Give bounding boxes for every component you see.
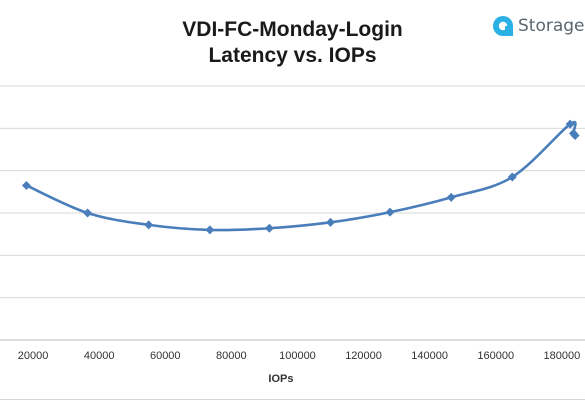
data-point-marker xyxy=(565,119,575,129)
x-tick-label: 20000 xyxy=(18,350,49,362)
data-point-marker xyxy=(385,207,395,217)
data-point-marker xyxy=(83,208,93,218)
series-line xyxy=(25,120,577,232)
x-tick-label: 40000 xyxy=(84,350,115,362)
x-tick-label: 120000 xyxy=(345,350,382,362)
storage-logo-icon xyxy=(493,16,513,36)
data-point-marker xyxy=(507,172,517,182)
x-tick-label: 180000 xyxy=(544,350,581,362)
data-point-marker xyxy=(446,192,456,202)
data-point-marker xyxy=(144,220,154,230)
data-point-marker xyxy=(205,225,215,235)
x-tick-label: 160000 xyxy=(477,350,514,362)
x-tick-label: 140000 xyxy=(411,350,448,362)
x-axis-label: IOPs xyxy=(268,373,293,385)
x-tick-label: 100000 xyxy=(279,350,316,362)
data-point-marker xyxy=(264,223,274,233)
data-point-marker xyxy=(570,131,580,141)
x-tick-label: 80000 xyxy=(216,350,247,362)
x-tick-label: 60000 xyxy=(150,350,181,362)
data-point-marker xyxy=(21,180,31,190)
storage-logo-text: Storage xyxy=(518,16,585,36)
storage-logo: Storage xyxy=(492,14,585,38)
data-point-marker xyxy=(326,217,336,227)
chart-subtitle: Latency vs. IOPs xyxy=(208,44,377,67)
chart-title: VDI-FC-Monday-Login xyxy=(182,18,403,41)
